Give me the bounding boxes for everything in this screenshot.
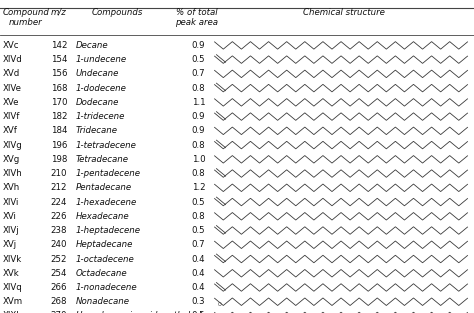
Text: Undecane: Undecane: [76, 69, 119, 78]
Text: Pentadecane: Pentadecane: [76, 183, 132, 192]
Text: 268: 268: [51, 297, 67, 306]
Text: 0.5: 0.5: [191, 226, 205, 235]
Text: % of total
peak area: % of total peak area: [175, 8, 218, 27]
Text: 1.1: 1.1: [191, 98, 205, 107]
Text: Compound
number: Compound number: [2, 8, 49, 27]
Text: 1-dodecene: 1-dodecene: [76, 84, 127, 93]
Text: 1-octadecene: 1-octadecene: [76, 254, 135, 264]
Text: Decane: Decane: [76, 41, 109, 50]
Text: XVi: XVi: [2, 212, 16, 221]
Text: O: O: [218, 302, 222, 306]
Text: 156: 156: [51, 69, 67, 78]
Text: 0.5: 0.5: [191, 198, 205, 207]
Text: Hexadecane: Hexadecane: [76, 212, 129, 221]
Text: 270: 270: [51, 311, 67, 313]
Text: 198: 198: [51, 155, 67, 164]
Text: XIVq: XIVq: [2, 283, 22, 292]
Text: 0.7: 0.7: [191, 69, 205, 78]
Text: 168: 168: [51, 84, 67, 93]
Text: XVj: XVj: [2, 240, 17, 249]
Text: XIVg: XIVg: [2, 141, 22, 150]
Text: Hexadecanoic acid methylester: Hexadecanoic acid methylester: [76, 311, 212, 313]
Text: 0.9: 0.9: [192, 126, 205, 135]
Text: 0.8: 0.8: [191, 212, 205, 221]
Text: XIVf: XIVf: [2, 112, 20, 121]
Text: 212: 212: [51, 183, 67, 192]
Text: Heptadecane: Heptadecane: [76, 240, 133, 249]
Text: XVg: XVg: [2, 155, 19, 164]
Text: XVd: XVd: [2, 69, 19, 78]
Text: Tetradecane: Tetradecane: [76, 155, 129, 164]
Text: XIVd: XIVd: [2, 55, 22, 64]
Text: XVc: XVc: [2, 41, 19, 50]
Text: 0.9: 0.9: [192, 112, 205, 121]
Text: XIVh: XIVh: [2, 169, 22, 178]
Text: 0.9: 0.9: [192, 41, 205, 50]
Text: 1-nonadecene: 1-nonadecene: [76, 283, 137, 292]
Text: 1-hexadecene: 1-hexadecene: [76, 198, 137, 207]
Text: 1.2: 1.2: [191, 183, 205, 192]
Text: 0.4: 0.4: [191, 283, 205, 292]
Text: Nonadecane: Nonadecane: [76, 297, 130, 306]
Text: Octadecane: Octadecane: [76, 269, 128, 278]
Text: XIVi: XIVi: [2, 198, 19, 207]
Text: 252: 252: [51, 254, 67, 264]
Text: m/z: m/z: [51, 8, 66, 17]
Text: 1-heptadecene: 1-heptadecene: [76, 226, 141, 235]
Text: 0.4: 0.4: [191, 254, 205, 264]
Text: 0.8: 0.8: [191, 169, 205, 178]
Text: 154: 154: [51, 55, 67, 64]
Text: 1-pentadecene: 1-pentadecene: [76, 169, 141, 178]
Text: 210: 210: [51, 169, 67, 178]
Text: 0.4: 0.4: [191, 269, 205, 278]
Text: XVf: XVf: [2, 126, 17, 135]
Text: 238: 238: [51, 226, 67, 235]
Text: XIXb: XIXb: [2, 311, 22, 313]
Text: XIVj: XIVj: [2, 226, 19, 235]
Text: XIVk: XIVk: [2, 254, 22, 264]
Text: 226: 226: [51, 212, 67, 221]
Text: 0.3: 0.3: [191, 297, 205, 306]
Text: 224: 224: [51, 198, 67, 207]
Text: Chemical structure: Chemical structure: [303, 8, 384, 17]
Text: 0.8: 0.8: [191, 84, 205, 93]
Text: XVm: XVm: [2, 297, 22, 306]
Text: 0.5: 0.5: [191, 311, 205, 313]
Text: 0.8: 0.8: [191, 141, 205, 150]
Text: 1-tridecene: 1-tridecene: [76, 112, 125, 121]
Text: 1.0: 1.0: [191, 155, 205, 164]
Text: 196: 196: [51, 141, 67, 150]
Text: XVk: XVk: [2, 269, 19, 278]
Text: Compounds: Compounds: [92, 8, 143, 17]
Text: 170: 170: [51, 98, 67, 107]
Text: 184: 184: [51, 126, 67, 135]
Text: XVe: XVe: [2, 98, 19, 107]
Text: 182: 182: [51, 112, 67, 121]
Text: 142: 142: [51, 41, 67, 50]
Text: Tridecane: Tridecane: [76, 126, 118, 135]
Text: XVh: XVh: [2, 183, 19, 192]
Text: XIVe: XIVe: [2, 84, 21, 93]
Text: 0.7: 0.7: [191, 240, 205, 249]
Text: 240: 240: [51, 240, 67, 249]
Text: 266: 266: [51, 283, 67, 292]
Text: Dodecane: Dodecane: [76, 98, 119, 107]
Text: 254: 254: [51, 269, 67, 278]
Text: 1-tetradecene: 1-tetradecene: [76, 141, 137, 150]
Text: 0.5: 0.5: [191, 55, 205, 64]
Text: 1-undecene: 1-undecene: [76, 55, 127, 64]
